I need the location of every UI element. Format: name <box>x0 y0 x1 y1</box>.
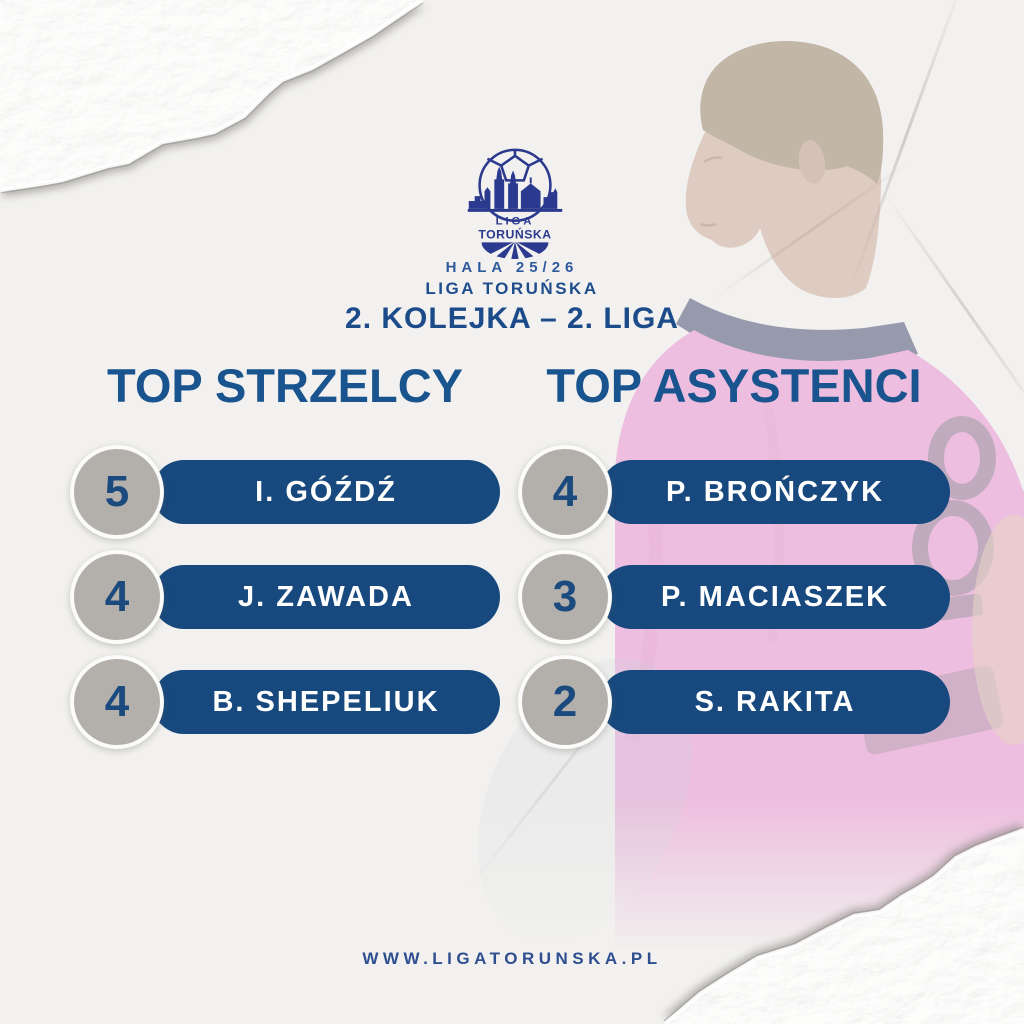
player-name-pill: S. RAKITA <box>600 670 950 734</box>
leaderboard-row: 4 J. ZAWADA <box>70 550 500 644</box>
player-name: I. GÓŹDŹ <box>255 475 397 508</box>
torn-paper-top-left <box>0 0 425 197</box>
leaderboard-row: 5 I. GÓŹDŹ <box>70 445 500 539</box>
player-ear <box>798 140 826 184</box>
top-assists-title: TOP ASYSTENCI <box>546 359 922 412</box>
player-name-pill: I. GÓŹDŹ <box>152 460 500 524</box>
player-name: P. BROŃCZYK <box>665 475 885 508</box>
player-hair <box>700 40 884 184</box>
player-name-pill: P. BROŃCZYK <box>600 460 950 524</box>
season-label: HALA 25/26 <box>445 259 579 276</box>
top-assists-rows: 4 P. BROŃCZYK 3 P. MACIASZEK <box>518 445 950 749</box>
logo-text-liga: LIGA <box>496 216 535 228</box>
player-name-pill: B. SHEPELIUK <box>152 670 500 734</box>
top-scorers-column: TOP STRZELCY 5 I. GÓŹDŹ 4 J. ZAWADA <box>70 360 500 749</box>
count-value: 4 <box>104 677 130 726</box>
count-badge: 2 <box>518 655 612 749</box>
player-name: S. RAKITA <box>694 685 856 718</box>
count-badge: 3 <box>518 550 612 644</box>
count-badge: 4 <box>70 655 164 749</box>
count-value: 2 <box>552 677 578 726</box>
leaderboard-row: 2 S. RAKITA <box>518 655 950 749</box>
top-scorers-rows: 5 I. GÓŹDŹ 4 J. ZAWADA 4 <box>70 445 500 749</box>
player-name-pill: P. MACIASZEK <box>600 565 950 629</box>
logo-text-torunska: TORUŃSKA <box>478 226 551 241</box>
count-value: 5 <box>104 467 130 516</box>
leaderboard-row: 4 B. SHEPELIUK <box>70 655 500 749</box>
player-name: B. SHEPELIUK <box>212 685 440 718</box>
count-value: 4 <box>552 467 578 516</box>
jersey-collar <box>676 298 918 363</box>
top-assists-column: TOP ASYSTENCI 4 P. BROŃCZYK 3 P. MACIASZ… <box>518 360 950 749</box>
player-name: P. MACIASZEK <box>660 580 890 613</box>
count-value: 3 <box>552 572 578 621</box>
leaderboard-row: 4 P. BROŃCZYK <box>518 445 950 539</box>
player-name: J. ZAWADA <box>238 580 414 613</box>
fan-rays-icon <box>481 241 549 261</box>
liga-torunska-logo: LIGA TORUŃSKA <box>456 144 574 262</box>
league-label: LIGA TORUŃSKA <box>425 279 599 298</box>
jersey-number <box>912 416 996 596</box>
torn-paper-bottom-right <box>662 823 1024 1024</box>
player-face-details <box>699 156 723 227</box>
count-badge: 4 <box>518 445 612 539</box>
player-name-pill: J. ZAWADA <box>152 565 500 629</box>
top-scorers-title: TOP STRZELCY <box>106 359 464 412</box>
leaderboard-row: 3 P. MACIASZEK <box>518 550 950 644</box>
count-badge: 5 <box>70 445 164 539</box>
player-arm <box>972 515 1024 745</box>
website-url: WWW.LIGATORUNSKA.PL <box>362 949 662 968</box>
torun-skyline-icon <box>467 166 563 212</box>
round-label: 2. KOLEJKA – 2. LIGA <box>345 302 679 335</box>
count-badge: 4 <box>70 550 164 644</box>
player-face <box>685 100 882 299</box>
count-value: 4 <box>104 572 130 621</box>
